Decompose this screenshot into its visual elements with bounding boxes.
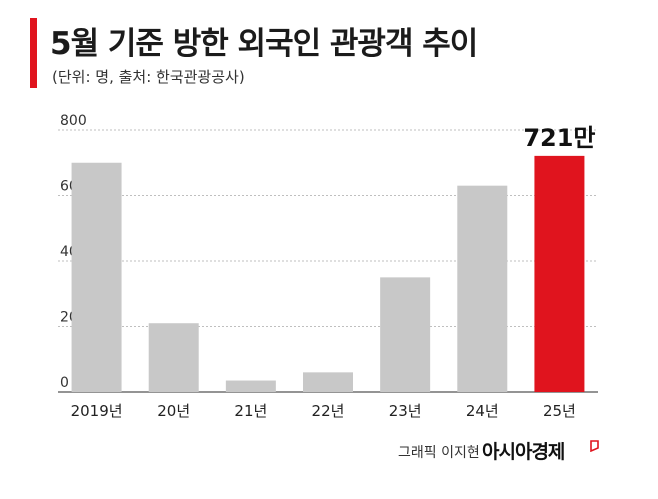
y-tick-label: 800 bbox=[60, 113, 87, 129]
brand-logo-text: 아시아경제 bbox=[482, 441, 565, 463]
x-tick-label: 21년 bbox=[234, 402, 267, 420]
chart-subtitle: (단위: 명, 출처: 한국관광공사) bbox=[52, 68, 245, 86]
y-tick-label: 0 bbox=[60, 375, 69, 391]
brand-mark-icon bbox=[590, 440, 599, 452]
bar bbox=[225, 380, 276, 392]
bar-highlight bbox=[534, 155, 585, 392]
x-tick-label: 22년 bbox=[312, 402, 345, 420]
x-tick-label: 24년 bbox=[466, 402, 499, 420]
x-tick-label: 20년 bbox=[157, 402, 190, 420]
chart-title: 5월 기준 방한 외국인 관광객 추이 bbox=[50, 26, 478, 62]
bar bbox=[380, 277, 431, 392]
bar bbox=[148, 323, 199, 392]
bar bbox=[303, 372, 353, 392]
bar bbox=[457, 185, 508, 392]
bar bbox=[71, 162, 122, 392]
data-label: 721만 bbox=[523, 124, 595, 152]
title-accent-bar bbox=[30, 18, 37, 88]
graphic-credit: 그래픽 이지현 bbox=[398, 445, 480, 461]
x-tick-label: 25년 bbox=[543, 402, 576, 420]
x-tick-label: 2019년 bbox=[71, 402, 123, 420]
x-tick-label: 23년 bbox=[389, 402, 422, 420]
